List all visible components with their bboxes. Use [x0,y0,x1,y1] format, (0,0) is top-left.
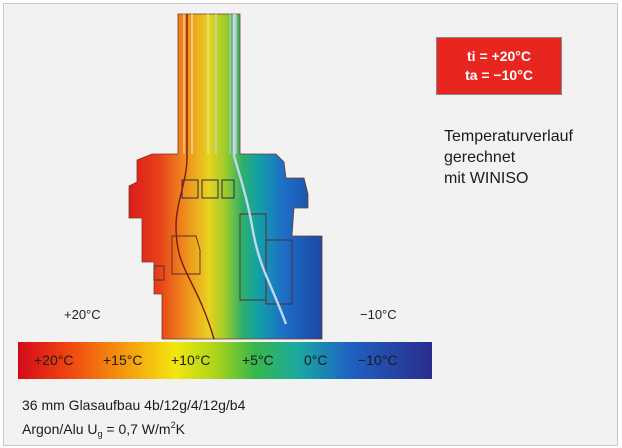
scale-tick: 0°C [304,352,328,368]
u-value-caption: Argon/Alu Ug = 0,7 W/m2K [22,420,185,439]
note-line-3: mit WINISO [444,170,529,187]
calculation-note: Temperaturverlauf gerechnet mit WINISO [444,126,573,189]
profile-chambers [153,213,293,305]
u-value-subscript: g [97,429,103,439]
u-value-amount: = 0,7 W/m [102,421,171,437]
scale-tick: +20°C [34,352,74,368]
outside-temperature: ta = −10°C [465,67,533,83]
glazing-caption: 36 mm Glasaufbau 4b/12g/4/12g/b4 [22,397,246,413]
inside-temperature: ti = +20°C [467,48,531,64]
u-value-superscript: 2 [170,420,176,430]
inside-temp-label: +20°C [64,307,101,322]
frame-profile [128,13,323,340]
temperature-conditions-box: ti = +20°C ta = −10°C [436,37,562,95]
outside-temp-label: −10°C [360,307,397,322]
isotherm-cool [232,14,288,325]
window-frame-cross-section [128,13,323,340]
scale-tick: +5°C [242,352,274,368]
isotherm-warm [175,14,215,340]
scale-tick: +15°C [103,352,143,368]
scale-tick: −10°C [358,352,398,368]
spacer-bars [181,179,235,199]
figure-frame: +20°C −10°C ti = +20°C ta = −10°C Temper… [3,3,618,446]
note-line-1: Temperaturverlauf [444,128,573,145]
note-line-2: gerechnet [444,149,516,166]
glazing-layers [183,14,237,154]
temperature-color-scale: +20°C +15°C +10°C +5°C 0°C −10°C [18,342,432,379]
scale-tick: +10°C [171,352,211,368]
u-value-prefix: Argon/Alu U [22,421,98,437]
u-value-unit: K [175,421,185,437]
